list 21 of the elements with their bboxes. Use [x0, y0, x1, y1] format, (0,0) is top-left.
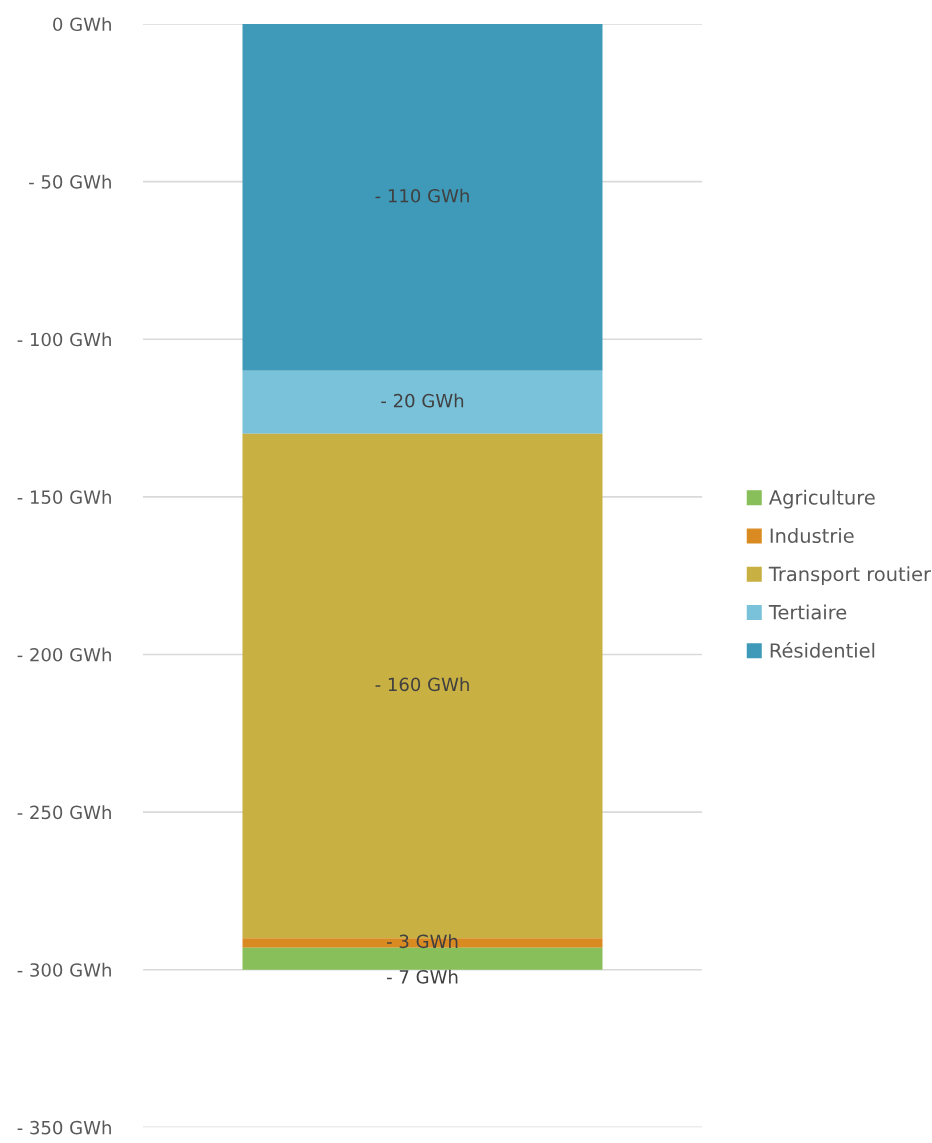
y-tick-label: - 200 GWh [17, 647, 111, 662]
y-tick-label: - 300 GWh [17, 962, 111, 977]
data-label: - 7 GWh [387, 969, 458, 984]
data-label: - 3 GWh [387, 934, 458, 949]
legend-label: Industrie [770, 528, 854, 544]
y-tick-label: 0 GWh [53, 17, 111, 32]
bar [242, 24, 603, 371]
data-label: - 20 GWh [381, 393, 464, 408]
y-tick-label: - 50 GWh [29, 174, 111, 189]
legend-label: Tertiaire [768, 604, 847, 620]
y-tick-label: - 150 GWh [17, 490, 111, 504]
data-label: - 110 GWh [375, 188, 469, 203]
bar [242, 370, 603, 434]
legend-label: Résidentiel [770, 642, 875, 658]
legend-label: Agriculture [768, 489, 875, 509]
y-tick-label: - 350 GWh [17, 1120, 111, 1135]
y-tick-label: - 100 GWh [17, 332, 111, 347]
legend-label: Transport routier [768, 566, 932, 586]
y-tick-label: - 250 GWh [17, 805, 111, 820]
bar [242, 947, 603, 970]
data-label: - 160 GWh [375, 677, 469, 692]
